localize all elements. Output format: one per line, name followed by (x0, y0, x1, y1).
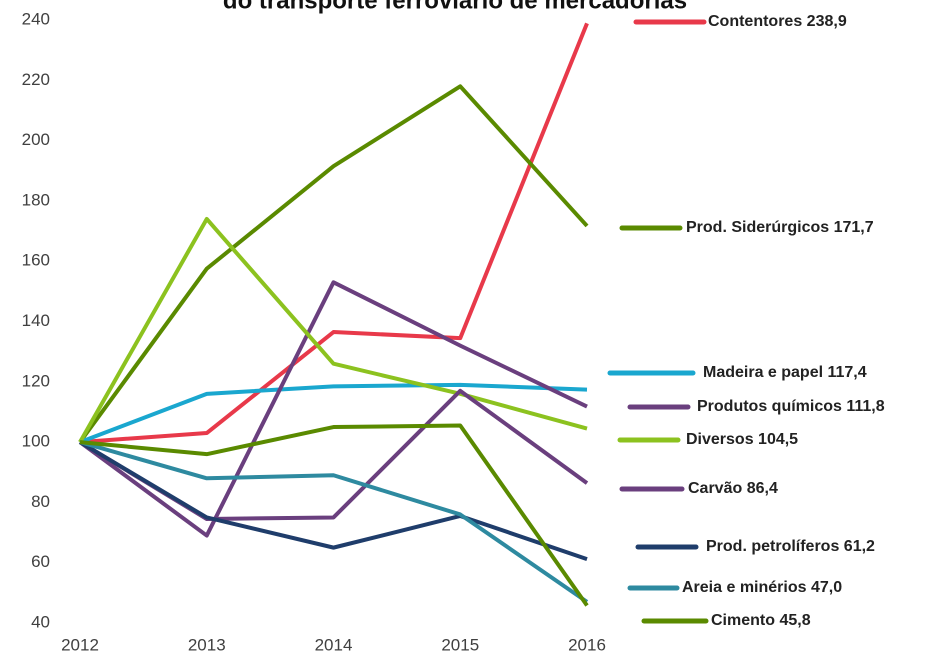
y-tick-label: 200 (22, 130, 50, 149)
legend-label: Carvão 86,4 (688, 480, 778, 497)
legend-label: Cimento 45,8 (711, 612, 811, 629)
x-tick-label: 2012 (61, 635, 99, 654)
x-tick-label: 2014 (315, 635, 353, 654)
legend-label: Diversos 104,5 (686, 431, 798, 448)
y-tick-label: 220 (22, 70, 50, 89)
series-line (79, 423, 589, 607)
series-line (78, 216, 588, 444)
y-tick-label: 180 (22, 190, 50, 209)
series-line (79, 440, 589, 604)
y-tick-label: 240 (22, 9, 50, 28)
y-tick-label: 40 (31, 612, 50, 631)
y-tick-label: 120 (22, 371, 50, 390)
x-tick-label: 2013 (188, 635, 226, 654)
legend-label: Madeira e papel 117,4 (703, 364, 867, 381)
series-line (79, 22, 589, 445)
x-tick-label: 2016 (568, 635, 606, 654)
y-tick-label: 60 (31, 552, 50, 571)
y-tick-label: 160 (22, 251, 50, 270)
series-line (78, 280, 588, 538)
y-tick-label: 100 (22, 432, 50, 451)
y-tick-label: 140 (22, 311, 50, 330)
legend-label: Prod. petrolíferos 61,2 (706, 538, 875, 555)
legend-label: Produtos químicos 111,8 (697, 398, 885, 415)
series-line (79, 382, 588, 444)
y-tick-label: 80 (31, 492, 50, 511)
x-tick-label: 2015 (441, 635, 479, 654)
legend-label: Prod. Siderúrgicos 171,7 (686, 219, 874, 236)
legend-label: Contentores 238,9 (708, 13, 847, 30)
chart-title: do transporte ferroviário de mercadorias (223, 0, 687, 14)
series-line (78, 84, 589, 444)
legend-label: Areia e minérios 47,0 (682, 579, 842, 596)
series-line (78, 440, 588, 561)
